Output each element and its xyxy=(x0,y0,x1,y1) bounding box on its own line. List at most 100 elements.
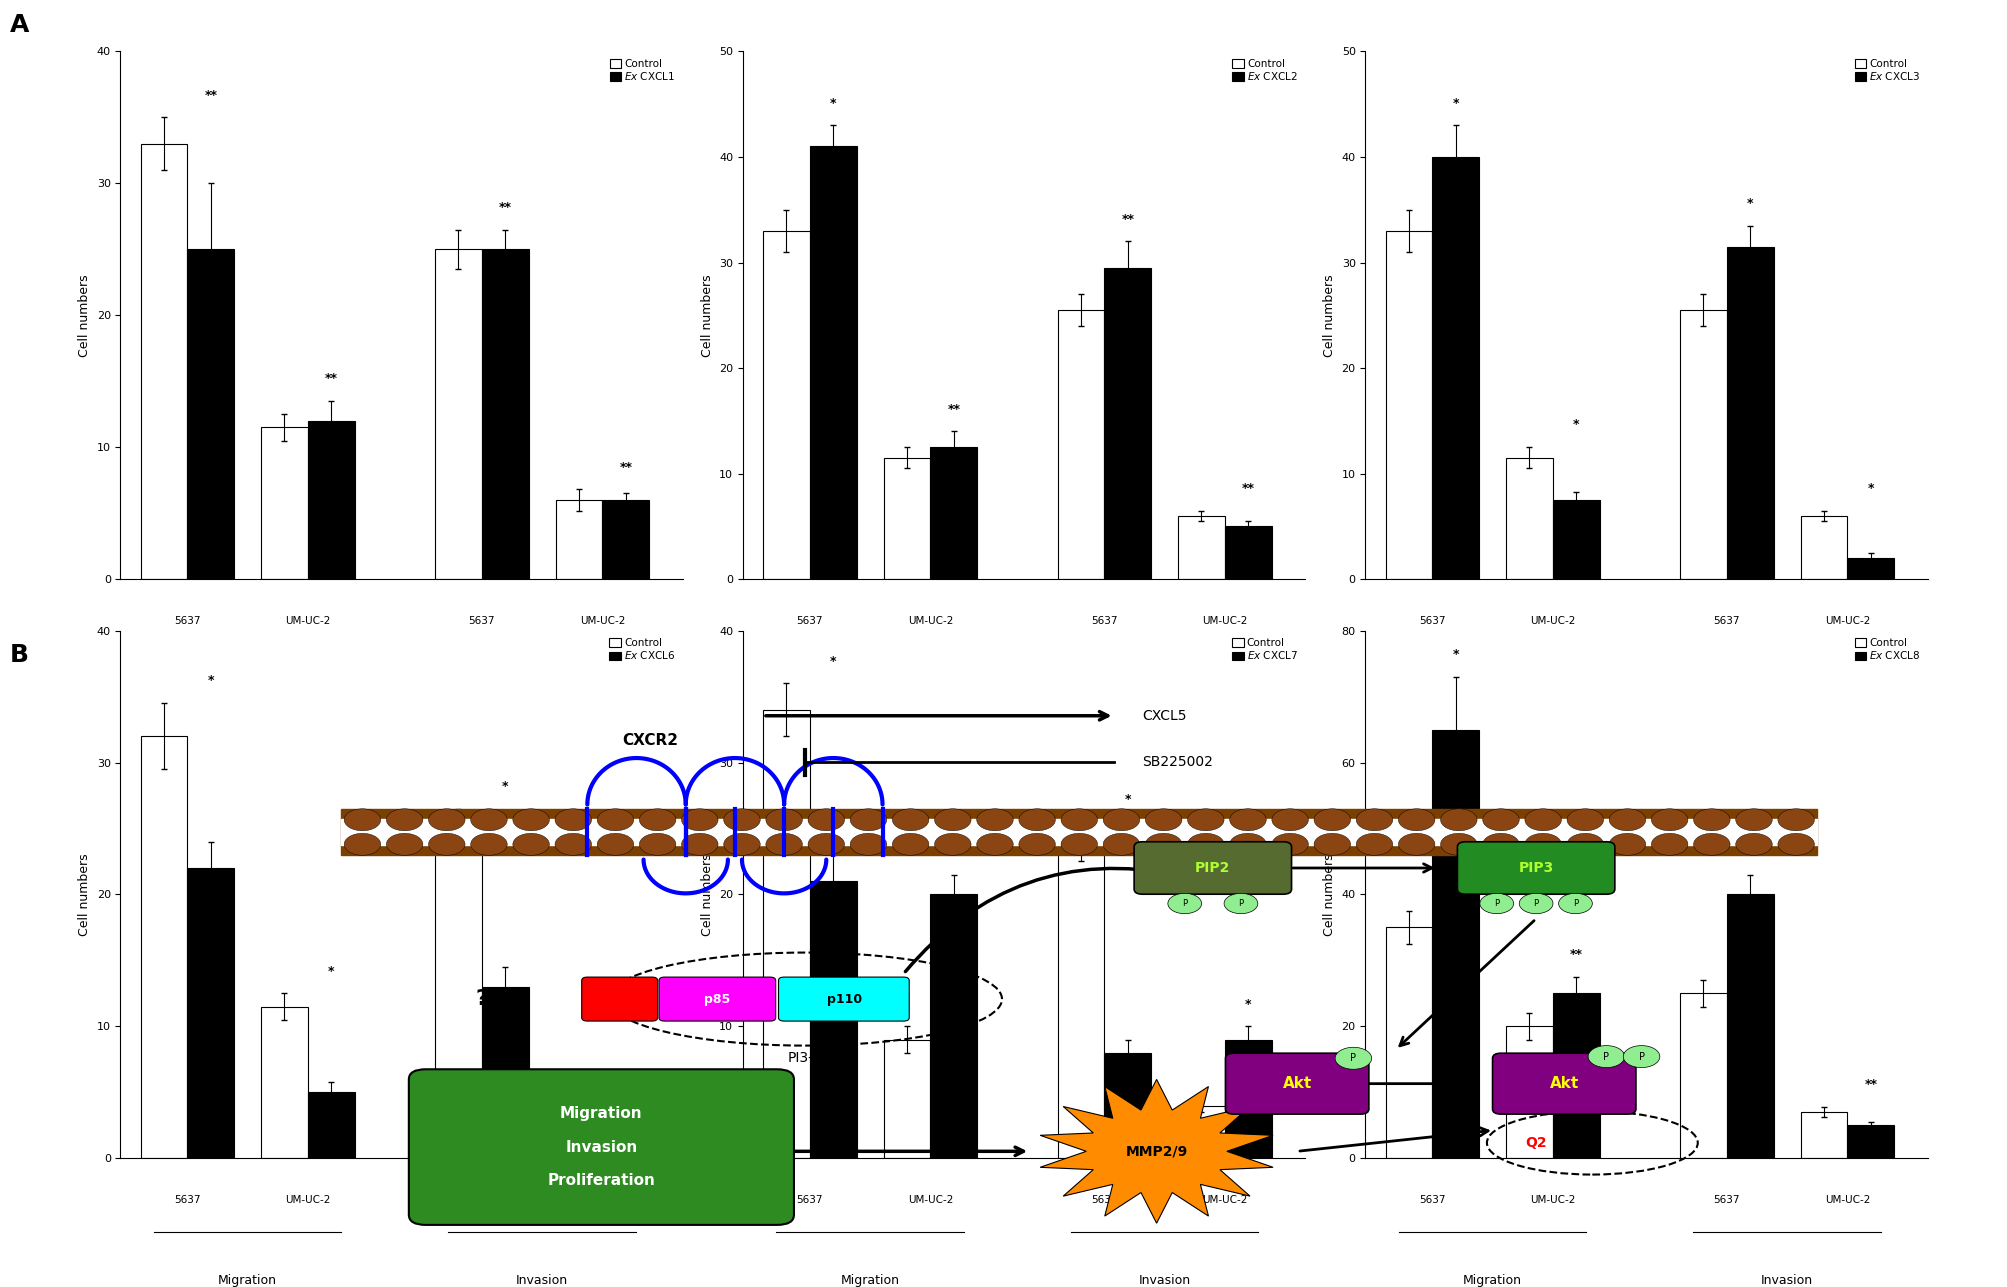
Circle shape xyxy=(1588,1045,1624,1068)
Text: 5637: 5637 xyxy=(1712,616,1740,625)
Circle shape xyxy=(1565,833,1604,856)
Bar xyxy=(1800,1112,1846,1158)
Circle shape xyxy=(1102,808,1140,831)
Circle shape xyxy=(1557,893,1592,914)
Bar xyxy=(929,894,977,1158)
Bar xyxy=(1178,516,1224,579)
Circle shape xyxy=(596,833,634,856)
Circle shape xyxy=(933,808,971,831)
Circle shape xyxy=(1479,893,1513,914)
Text: *: * xyxy=(622,1069,628,1084)
Text: 5637: 5637 xyxy=(1090,1196,1118,1205)
Text: Proliferation: Proliferation xyxy=(548,1174,654,1188)
Circle shape xyxy=(1776,808,1814,831)
Text: UM-UC-2: UM-UC-2 xyxy=(580,1196,624,1205)
Text: Migration: Migration xyxy=(1463,1274,1521,1287)
Text: SB225002: SB225002 xyxy=(1142,755,1212,770)
FancyBboxPatch shape xyxy=(409,1069,793,1225)
Text: *: * xyxy=(207,674,215,687)
Circle shape xyxy=(1168,893,1200,914)
Text: *: * xyxy=(829,655,837,668)
Text: PI3-K: PI3-K xyxy=(787,1051,823,1066)
Text: UM-UC-2: UM-UC-2 xyxy=(1529,1196,1575,1205)
Bar xyxy=(341,819,1816,846)
Text: UM-UC-2: UM-UC-2 xyxy=(285,1196,331,1205)
Circle shape xyxy=(933,833,971,856)
Text: **: ** xyxy=(205,89,217,102)
Circle shape xyxy=(1608,833,1646,856)
Text: *: * xyxy=(1244,997,1250,1010)
Text: Invasion: Invasion xyxy=(1138,1274,1190,1287)
Circle shape xyxy=(1313,833,1351,856)
Bar xyxy=(929,447,977,579)
Bar xyxy=(602,499,648,579)
Bar xyxy=(436,829,482,1158)
Bar xyxy=(187,250,235,579)
Bar xyxy=(261,1006,307,1158)
Text: 5637: 5637 xyxy=(175,1196,201,1205)
Circle shape xyxy=(554,833,592,856)
Bar xyxy=(809,147,857,579)
Bar xyxy=(307,421,355,579)
Bar xyxy=(1224,1040,1270,1158)
Text: **: ** xyxy=(498,201,512,214)
Circle shape xyxy=(512,808,550,831)
Circle shape xyxy=(385,833,423,856)
Text: p85: p85 xyxy=(704,992,731,1005)
Circle shape xyxy=(1186,808,1224,831)
Text: P: P xyxy=(1238,900,1242,909)
Text: 5637: 5637 xyxy=(1090,616,1118,625)
Bar xyxy=(1846,1125,1893,1158)
Circle shape xyxy=(1102,833,1140,856)
Circle shape xyxy=(1650,808,1688,831)
Polygon shape xyxy=(1040,1080,1272,1223)
Bar xyxy=(1104,1053,1150,1158)
Circle shape xyxy=(1523,833,1561,856)
Text: Invasion: Invasion xyxy=(566,1139,636,1154)
Text: Migration: Migration xyxy=(841,1274,899,1287)
Circle shape xyxy=(1481,808,1519,831)
Text: **: ** xyxy=(947,403,959,416)
Bar xyxy=(341,808,1816,856)
Circle shape xyxy=(343,808,381,831)
Text: B: B xyxy=(10,644,28,668)
Circle shape xyxy=(1224,893,1256,914)
Circle shape xyxy=(975,833,1014,856)
Bar xyxy=(883,1040,929,1158)
Y-axis label: Cell numbers: Cell numbers xyxy=(78,274,90,356)
Bar xyxy=(556,1106,602,1158)
Text: UM-UC-2: UM-UC-2 xyxy=(285,616,331,625)
Text: 5637: 5637 xyxy=(468,1196,496,1205)
Text: *: * xyxy=(1451,647,1459,662)
Circle shape xyxy=(1692,833,1730,856)
Text: Migration: Migration xyxy=(841,695,899,708)
Circle shape xyxy=(1018,833,1056,856)
Bar xyxy=(763,710,809,1158)
Circle shape xyxy=(1228,833,1266,856)
Y-axis label: Cell numbers: Cell numbers xyxy=(700,853,712,936)
Text: *: * xyxy=(829,97,837,109)
Circle shape xyxy=(1565,808,1604,831)
Bar xyxy=(1551,994,1600,1158)
Circle shape xyxy=(1313,808,1351,831)
FancyBboxPatch shape xyxy=(1457,842,1614,894)
Text: 5637: 5637 xyxy=(1419,1196,1445,1205)
FancyBboxPatch shape xyxy=(1491,1053,1636,1115)
Legend: Control, $\it{Ex}$ CXCL2: Control, $\it{Ex}$ CXCL2 xyxy=(1230,57,1299,85)
Text: Akt: Akt xyxy=(1282,1076,1311,1091)
Text: UM-UC-2: UM-UC-2 xyxy=(1824,1196,1869,1205)
Legend: Control, $\it{Ex}$ CXCL1: Control, $\it{Ex}$ CXCL1 xyxy=(608,57,676,85)
Text: UM-UC-2: UM-UC-2 xyxy=(1202,616,1246,625)
Circle shape xyxy=(765,808,803,831)
Circle shape xyxy=(470,833,508,856)
Bar xyxy=(140,144,187,579)
Bar xyxy=(883,458,929,579)
Circle shape xyxy=(765,833,803,856)
Bar xyxy=(1505,1027,1551,1158)
Circle shape xyxy=(512,833,550,856)
Text: *: * xyxy=(1124,793,1130,806)
Text: **: ** xyxy=(1862,1079,1877,1091)
Circle shape xyxy=(1335,1048,1371,1069)
Y-axis label: Cell numbers: Cell numbers xyxy=(1323,274,1335,356)
Bar xyxy=(1726,247,1772,579)
